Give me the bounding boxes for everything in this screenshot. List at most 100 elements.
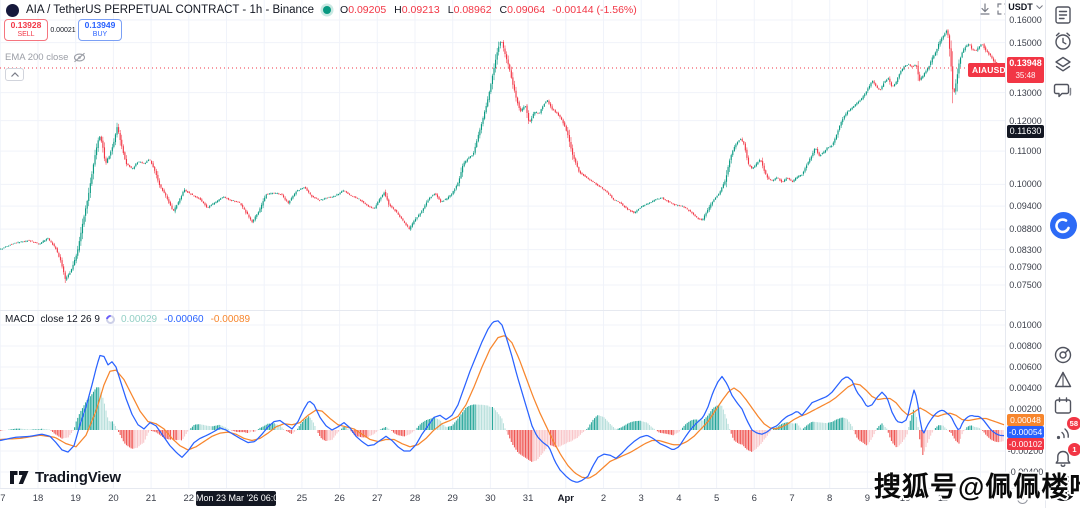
buy-button[interactable]: 0.13949 BUY bbox=[78, 19, 122, 41]
macd-hist-badge: -0.00102 bbox=[1007, 438, 1044, 450]
close-value: 0.09064 bbox=[507, 4, 546, 16]
macd-line-badge: -0.00054 bbox=[1007, 426, 1044, 438]
countdown-timer: 35:48 bbox=[1015, 71, 1036, 80]
time-tick-label: 4 bbox=[676, 493, 682, 504]
watchlist-icon[interactable] bbox=[1046, 4, 1080, 26]
time-tick-label: 10 bbox=[899, 493, 911, 504]
tradingview-logo[interactable]: TradingView bbox=[10, 469, 121, 486]
macd-histogram-neg-strong bbox=[0, 430, 999, 462]
symbol-legend: AIA / TetherUS PERPETUAL CONTRACT - 1h -… bbox=[6, 3, 637, 17]
macd-tick-label: 0.00400 bbox=[1009, 382, 1042, 393]
market-status-icon[interactable] bbox=[323, 6, 332, 14]
streams-broadcast-icon[interactable]: 58 bbox=[1046, 417, 1080, 449]
time-tick-label: 17 bbox=[0, 493, 6, 504]
macd-hist-value: 0.00029 bbox=[120, 313, 158, 325]
price-tick-label: 0.08300 bbox=[1009, 244, 1042, 255]
time-tick-label: Apr bbox=[557, 493, 574, 504]
current-price-badge: 0.13948 35:48 bbox=[1007, 57, 1044, 83]
time-tick-label: 20 bbox=[108, 493, 119, 504]
high-value: 0.09213 bbox=[401, 4, 440, 16]
time-tick-label: 5 bbox=[713, 493, 720, 504]
spread-value: 0.00021 bbox=[50, 26, 76, 34]
sell-button[interactable]: 0.13928 SELL bbox=[4, 19, 48, 41]
macd-signal-line bbox=[0, 335, 1005, 479]
macd-tick-label: 0.00600 bbox=[1009, 361, 1042, 372]
time-tick-label: 6 bbox=[751, 493, 757, 504]
eye-off-icon[interactable] bbox=[73, 52, 86, 63]
buy-price: 0.13949 bbox=[84, 20, 116, 31]
low-value: 0.08962 bbox=[453, 4, 492, 16]
currency-selector[interactable]: USDT bbox=[1006, 0, 1045, 14]
apps-menu-icon[interactable] bbox=[1046, 475, 1080, 501]
time-tick-label: 28 bbox=[409, 493, 421, 504]
chat-icon[interactable] bbox=[1046, 80, 1080, 102]
time-tick-label: 8 bbox=[827, 493, 833, 504]
time-tick-label: 18 bbox=[32, 493, 44, 504]
tradingview-logo-icon bbox=[10, 471, 29, 484]
time-tick-label: 2 bbox=[600, 493, 607, 504]
chevron-down-icon bbox=[1035, 5, 1043, 9]
price-tick-label: 0.11000 bbox=[1009, 145, 1042, 156]
alerts-clock-icon[interactable] bbox=[1046, 30, 1080, 52]
time-tick-label: 29 bbox=[447, 493, 458, 504]
macd-tick-label: -0.00400 bbox=[1007, 466, 1044, 477]
time-tick-label: 19 bbox=[70, 493, 81, 504]
ohlc-values: O0.09205 H0.09213 L0.08962 C0.09064 bbox=[340, 4, 546, 16]
price-axis[interactable]: USDT 0.13948 35:48 0.11630 0.00048 -0.00… bbox=[1005, 0, 1045, 488]
symbol-logo-icon[interactable] bbox=[6, 3, 19, 17]
grid-horizontal bbox=[0, 19, 1005, 473]
tradingview-logo-text: TradingView bbox=[35, 469, 121, 486]
support-chat-bubble-icon[interactable] bbox=[1046, 212, 1080, 239]
candle-bodies-down bbox=[11, 30, 1004, 279]
right-sidebar: 58 1 bbox=[1045, 0, 1080, 508]
streams-badge: 58 bbox=[1066, 417, 1080, 430]
chart-canvas[interactable] bbox=[0, 0, 1005, 488]
ema-label: EMA 200 close bbox=[5, 52, 69, 63]
macd-signal-badge: 0.00048 bbox=[1007, 414, 1044, 426]
open-value: 0.09205 bbox=[348, 4, 387, 16]
candle-bodies-up bbox=[0, 30, 982, 280]
time-tick-label: 25 bbox=[296, 493, 308, 504]
macd-name: MACD bbox=[5, 313, 35, 325]
macd-line-value: -0.00060 bbox=[164, 313, 204, 325]
time-tick-label: 31 bbox=[522, 493, 534, 504]
ideas-pyramid-icon[interactable] bbox=[1046, 369, 1080, 391]
scale-tools bbox=[979, 3, 1005, 15]
object-tree-layers-icon[interactable] bbox=[1046, 54, 1080, 76]
ema-indicator-legend[interactable]: EMA 200 close bbox=[5, 52, 86, 63]
macd-tick-label: 0.00800 bbox=[1009, 340, 1042, 351]
macd-histogram-pos-weak bbox=[6, 387, 982, 430]
watermark-text: 搜狐号@佩佩楼哈 bbox=[874, 472, 1080, 502]
chevron-up-icon bbox=[10, 72, 19, 77]
price-tick-label: 0.07900 bbox=[1009, 261, 1042, 272]
price-tick-label: 0.15000 bbox=[1009, 37, 1042, 48]
collapse-pane-button[interactable] bbox=[5, 68, 24, 81]
symbol-title[interactable]: AIA / TetherUS PERPETUAL CONTRACT - 1h -… bbox=[26, 4, 315, 16]
time-tick-label: 11 bbox=[937, 493, 948, 504]
time-tick-label: 21 bbox=[145, 493, 157, 504]
grid-vertical bbox=[0, 0, 981, 488]
axis-settings-icon[interactable] bbox=[1017, 493, 1028, 504]
time-tick-label: 26 bbox=[334, 493, 345, 504]
maximize-icon[interactable] bbox=[997, 3, 1005, 15]
calendar-icon[interactable] bbox=[1046, 395, 1080, 417]
chart-area[interactable]: AIA / TetherUS PERPETUAL CONTRACT - 1h -… bbox=[0, 0, 1005, 488]
macd-histogram-neg-weak bbox=[1, 430, 1004, 462]
macd-indicator-legend[interactable]: MACD close 12 26 9 0.00029 -0.00060 -0.0… bbox=[5, 312, 250, 326]
time-tick-label: 27 bbox=[372, 493, 383, 504]
hotlists-target-icon[interactable] bbox=[1046, 344, 1080, 366]
macd-tick-label: 0.01000 bbox=[1009, 319, 1042, 330]
crosshair-price-badge: 0.11630 bbox=[1007, 125, 1044, 138]
scroll-down-icon[interactable] bbox=[979, 3, 991, 15]
price-tick-label: 0.09400 bbox=[1009, 200, 1042, 211]
macd-tick-label: -0.00200 bbox=[1007, 445, 1044, 456]
notifications-bell-icon[interactable]: 1 bbox=[1046, 443, 1080, 475]
crosshair-time-badge: Mon 23 Mar '26 06:00 bbox=[196, 491, 283, 506]
candle-wicks-down bbox=[11, 29, 1004, 284]
time-axis[interactable]: Mon 23 Mar '26 06:00 1718192021222526272… bbox=[0, 488, 1045, 508]
price-tick-label: 0.13000 bbox=[1009, 87, 1042, 98]
price-tick-label: 0.16000 bbox=[1009, 14, 1042, 25]
time-tick-label: 3 bbox=[638, 493, 644, 504]
macd-tick-label: 0.00200 bbox=[1009, 403, 1042, 414]
